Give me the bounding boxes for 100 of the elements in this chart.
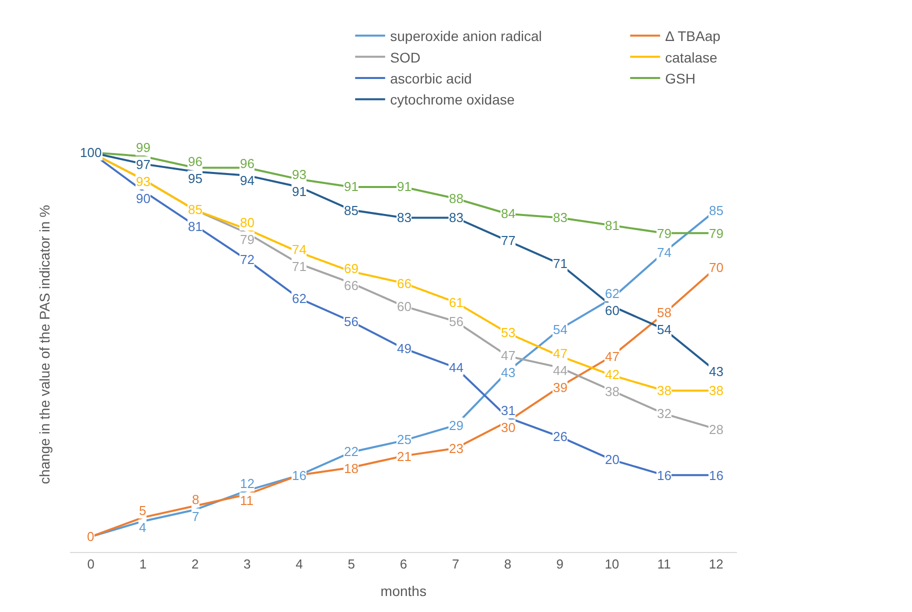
data-label: 84 [501, 206, 516, 221]
data-label: 29 [449, 418, 464, 433]
data-label: 81 [188, 219, 202, 234]
x-tick-label: 12 [708, 556, 724, 572]
data-label: 56 [449, 314, 464, 329]
data-label: 91 [292, 184, 306, 199]
data-label: 74 [292, 242, 306, 257]
data-label: 62 [605, 286, 620, 301]
data-label: 11 [240, 493, 254, 508]
data-label: 66 [344, 278, 358, 293]
data-label: 38 [657, 383, 672, 398]
data-label: 79 [240, 232, 254, 247]
data-label: 21 [397, 449, 412, 464]
data-label: 49 [397, 341, 412, 356]
x-tick-label: 1 [139, 556, 147, 572]
x-tick-label: 9 [556, 556, 564, 572]
data-label: 5 [139, 503, 146, 518]
data-label: 97 [136, 157, 150, 172]
data-label: 72 [240, 252, 254, 267]
data-label: 18 [344, 461, 358, 476]
data-label: 85 [188, 202, 202, 217]
x-tick-label: 5 [348, 556, 356, 572]
x-tick-label: 4 [296, 556, 303, 572]
data-label: 4 [139, 520, 146, 535]
data-label: 39 [553, 380, 568, 395]
x-tick-label: 0 [87, 556, 94, 572]
data-label: 16 [292, 468, 306, 483]
data-label: 38 [709, 383, 724, 398]
data-label: 81 [605, 218, 620, 233]
data-label: 32 [657, 406, 672, 421]
legend-label: catalase [665, 49, 718, 66]
data-label: 56 [344, 314, 358, 329]
data-label: 31 [501, 403, 516, 418]
data-label: 22 [344, 444, 358, 459]
data-label: 93 [136, 174, 150, 189]
x-tick-label: 8 [504, 556, 512, 572]
data-label: 54 [553, 322, 568, 337]
data-label: 26 [553, 429, 568, 444]
data-label: 25 [397, 432, 412, 447]
data-label: 61 [449, 295, 464, 310]
data-label: 47 [605, 349, 620, 364]
data-label: 79 [709, 226, 724, 241]
x-tick-label: 6 [400, 556, 408, 572]
data-label: 54 [657, 322, 672, 337]
data-label: 95 [188, 171, 202, 186]
data-label: 28 [709, 422, 724, 437]
data-label: 60 [397, 299, 412, 314]
data-label: 74 [657, 245, 672, 260]
data-label: 70 [709, 260, 724, 275]
data-label: 16 [709, 468, 724, 483]
data-label: 83 [449, 210, 464, 225]
x-axis-title: months [380, 582, 426, 599]
data-label: 7 [192, 509, 200, 524]
data-label: 62 [292, 291, 306, 306]
x-tick-label: 11 [657, 556, 671, 572]
data-label: 53 [501, 325, 516, 340]
legend-label: SOD [390, 49, 420, 66]
data-label: 0 [87, 529, 94, 544]
data-label: 93 [292, 167, 306, 182]
data-label: 66 [397, 276, 412, 291]
data-label: 79 [657, 226, 672, 241]
data-label: 23 [449, 441, 464, 456]
data-label: 91 [397, 179, 412, 194]
legend-label: cytochrome oxidase [390, 92, 515, 108]
legend-label: GSH [665, 70, 696, 86]
data-label: 85 [344, 203, 358, 218]
data-label: 43 [709, 364, 724, 379]
data-label: 60 [605, 303, 620, 318]
data-label: 30 [501, 420, 516, 435]
data-label: 38 [605, 384, 620, 399]
data-label: 99 [136, 140, 150, 155]
data-label: 47 [553, 346, 568, 361]
data-label: 83 [397, 210, 412, 225]
data-label: 20 [605, 452, 620, 467]
x-tick-label: 3 [244, 556, 251, 572]
data-label: 85 [709, 203, 724, 218]
data-label: 71 [292, 259, 306, 274]
data-label: 42 [605, 367, 620, 382]
data-label: 96 [188, 154, 202, 169]
legend-label: superoxide anion radical [390, 28, 542, 44]
data-label: 71 [553, 256, 568, 271]
legend-label: Δ TBAap [665, 28, 721, 44]
x-tick-label: 2 [191, 556, 199, 572]
x-tick-label: 7 [452, 556, 460, 572]
data-label: 47 [501, 348, 516, 363]
data-label: 69 [344, 261, 358, 276]
data-label: 96 [240, 156, 254, 171]
data-label: 58 [657, 305, 672, 320]
data-label: 8 [192, 492, 200, 507]
data-label: 12 [240, 476, 254, 491]
data-label: 16 [657, 468, 672, 483]
data-label: 44 [553, 363, 568, 378]
y-axis-title: change in the value of the PAS indicator in % [36, 204, 53, 484]
data-label: 44 [449, 360, 464, 375]
data-label: 83 [553, 210, 568, 225]
data-label: 94 [240, 173, 254, 188]
data-label: 90 [136, 191, 150, 206]
x-tick-label: 10 [604, 556, 620, 572]
legend-label: ascorbic acid [390, 70, 472, 86]
data-label: 91 [344, 179, 358, 194]
